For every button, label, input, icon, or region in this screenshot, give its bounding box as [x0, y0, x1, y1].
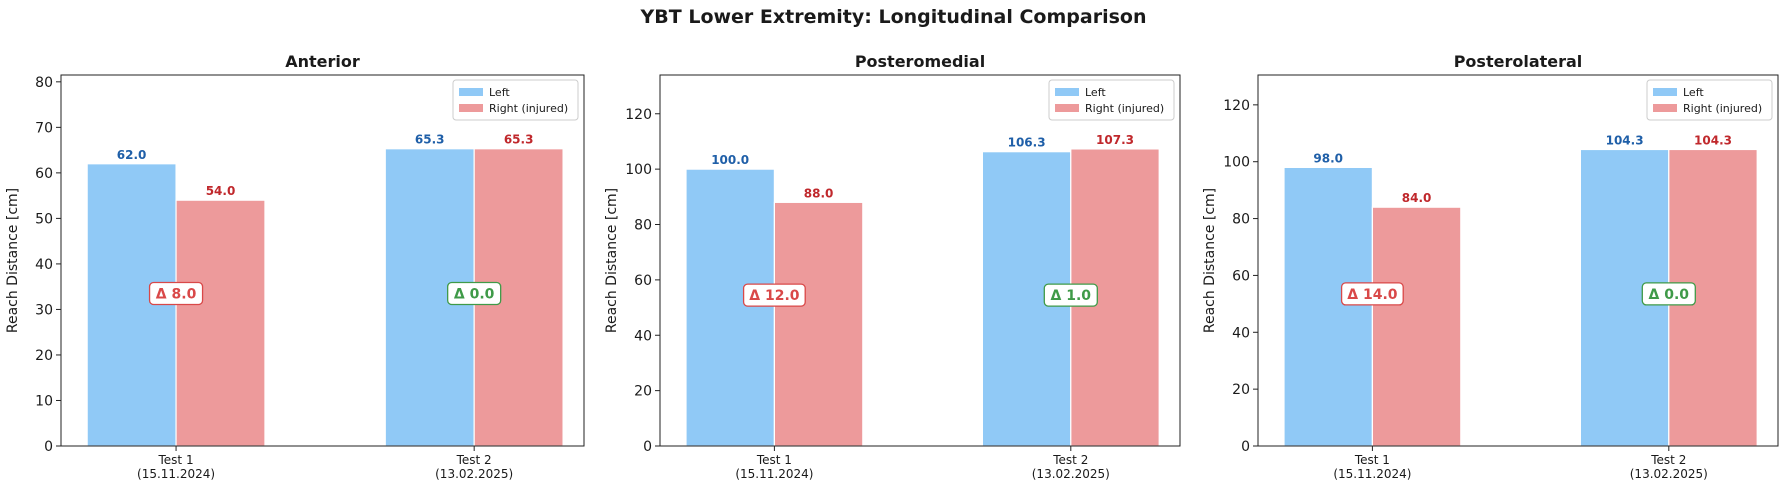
- y-tick-label: 30: [35, 302, 53, 318]
- panel-title: Anterior: [285, 52, 360, 71]
- bar-value-label: 65.3: [415, 133, 445, 147]
- figure-title: YBT Lower Extremity: Longitudinal Compar…: [640, 6, 1147, 28]
- panel-title: Posteromedial: [855, 52, 985, 71]
- x-tick-label: Test 2: [1650, 453, 1686, 467]
- y-tick-label: 50: [35, 211, 53, 227]
- chart-panel-2: Posteromedial Reach Distance [cm] 0 20 40 60 8…: [604, 52, 1181, 481]
- bar-value-label: 100.0: [711, 153, 749, 167]
- legend-label: Left: [1085, 86, 1106, 99]
- delta-label: Δ 1.0: [1051, 288, 1092, 304]
- x-tick-sublabel: (13.02.2025): [1630, 467, 1708, 481]
- legend-label: Right (injured): [489, 102, 568, 115]
- legend-box: [452, 79, 579, 121]
- legend-swatch: [459, 88, 483, 96]
- legend-label: Right (injured): [1085, 102, 1164, 115]
- legend-swatch: [459, 104, 483, 112]
- y-tick-label: 40: [35, 257, 53, 273]
- y-axis-label: Reach Distance [cm]: [1202, 188, 1218, 333]
- bar-value-label: 65.3: [504, 133, 534, 147]
- legend-box: [1048, 79, 1175, 121]
- legend-box: [1646, 79, 1773, 121]
- delta-label: Δ 0.0: [1649, 287, 1690, 303]
- y-tick-label: 100: [1223, 155, 1250, 171]
- delta-label: Δ 12.0: [749, 288, 800, 304]
- y-tick-label: 100: [625, 162, 652, 178]
- x-tick-sublabel: (13.02.2025): [435, 467, 513, 481]
- y-tick-label: 0: [1241, 439, 1250, 455]
- legend-swatch: [1653, 88, 1677, 96]
- x-tick-sublabel: (15.11.2024): [137, 467, 215, 481]
- x-tick-sublabel: (13.02.2025): [1032, 467, 1110, 481]
- panel-title: Posterolateral: [1454, 52, 1583, 71]
- y-tick-label: 40: [634, 328, 652, 344]
- y-tick-label: 80: [1232, 212, 1250, 228]
- y-tick-label: 20: [1232, 382, 1250, 398]
- axes-frame: [60, 74, 585, 447]
- x-tick-label: Test 1: [158, 453, 194, 467]
- bar-value-label: 54.0: [206, 184, 236, 198]
- y-tick-label: 60: [35, 166, 53, 182]
- legend: Left Right (injured): [452, 79, 579, 121]
- y-tick-label: 0: [44, 439, 53, 455]
- delta-badge: [1340, 282, 1404, 306]
- delta-badge: [1641, 282, 1696, 306]
- chart-panel-1: Anterior Reach Distance [cm] 0 10 20 30 40 50 60…: [5, 52, 585, 481]
- y-tick-label: 20: [634, 384, 652, 400]
- bar-value-label: 106.3: [1008, 136, 1046, 150]
- x-tick-label: Test 2: [1052, 453, 1088, 467]
- x-tick-label: Test 1: [1354, 453, 1390, 467]
- y-tick-label: 40: [1232, 325, 1250, 341]
- delta-label: Δ 0.0: [454, 287, 495, 303]
- bar-value-label: 98.0: [1313, 151, 1343, 165]
- bar-value-label: 84.0: [1402, 191, 1432, 205]
- delta-badge: [742, 283, 806, 307]
- delta-badge: [1043, 283, 1098, 307]
- y-tick-label: 0: [643, 439, 652, 455]
- legend-swatch: [1055, 88, 1079, 96]
- legend-label: Left: [1683, 86, 1704, 99]
- bar-value-label: 107.3: [1096, 133, 1134, 147]
- x-tick-sublabel: (15.11.2024): [1333, 467, 1411, 481]
- bar-left: [1283, 166, 1374, 447]
- delta-label: Δ 8.0: [156, 287, 197, 303]
- y-axis-label: Reach Distance [cm]: [5, 188, 21, 333]
- legend: Left Right (injured): [1048, 79, 1175, 121]
- x-tick-label: Test 2: [456, 453, 492, 467]
- bar-value-label: 104.3: [1606, 133, 1644, 147]
- legend-swatch: [1653, 104, 1677, 112]
- bar-left: [685, 168, 776, 447]
- x-tick-sublabel: (15.11.2024): [735, 467, 813, 481]
- y-tick-label: 80: [634, 218, 652, 234]
- chart-panel-3: Posterolateral Reach Distance [cm] 0 20 40 60…: [1202, 52, 1779, 481]
- y-axis-label: Reach Distance [cm]: [604, 188, 620, 333]
- y-tick-label: 60: [634, 273, 652, 289]
- delta-badge: [148, 281, 204, 306]
- bar-value-label: 62.0: [117, 148, 147, 162]
- axes-frame: [1257, 74, 1779, 447]
- legend-swatch: [1055, 104, 1079, 112]
- delta-badge: [447, 281, 502, 306]
- bar-right: [1371, 206, 1462, 447]
- bar-right: [175, 199, 266, 447]
- delta-label: Δ 14.0: [1347, 287, 1398, 303]
- y-tick-label: 120: [1223, 98, 1250, 114]
- y-tick-label: 70: [35, 120, 53, 136]
- x-tick-label: Test 1: [756, 453, 792, 467]
- axes-frame: [659, 74, 1181, 447]
- y-tick-label: 10: [35, 393, 53, 409]
- y-tick-label: 120: [625, 107, 652, 123]
- bar-right: [773, 201, 864, 447]
- legend-label: Left: [489, 86, 510, 99]
- bar-value-label: 88.0: [804, 186, 834, 200]
- y-tick-label: 80: [35, 75, 53, 91]
- bar-value-label: 104.3: [1694, 133, 1732, 147]
- legend-label: Right (injured): [1683, 102, 1762, 115]
- y-tick-label: 60: [1232, 268, 1250, 284]
- legend: Left Right (injured): [1646, 79, 1773, 121]
- y-tick-label: 20: [35, 348, 53, 364]
